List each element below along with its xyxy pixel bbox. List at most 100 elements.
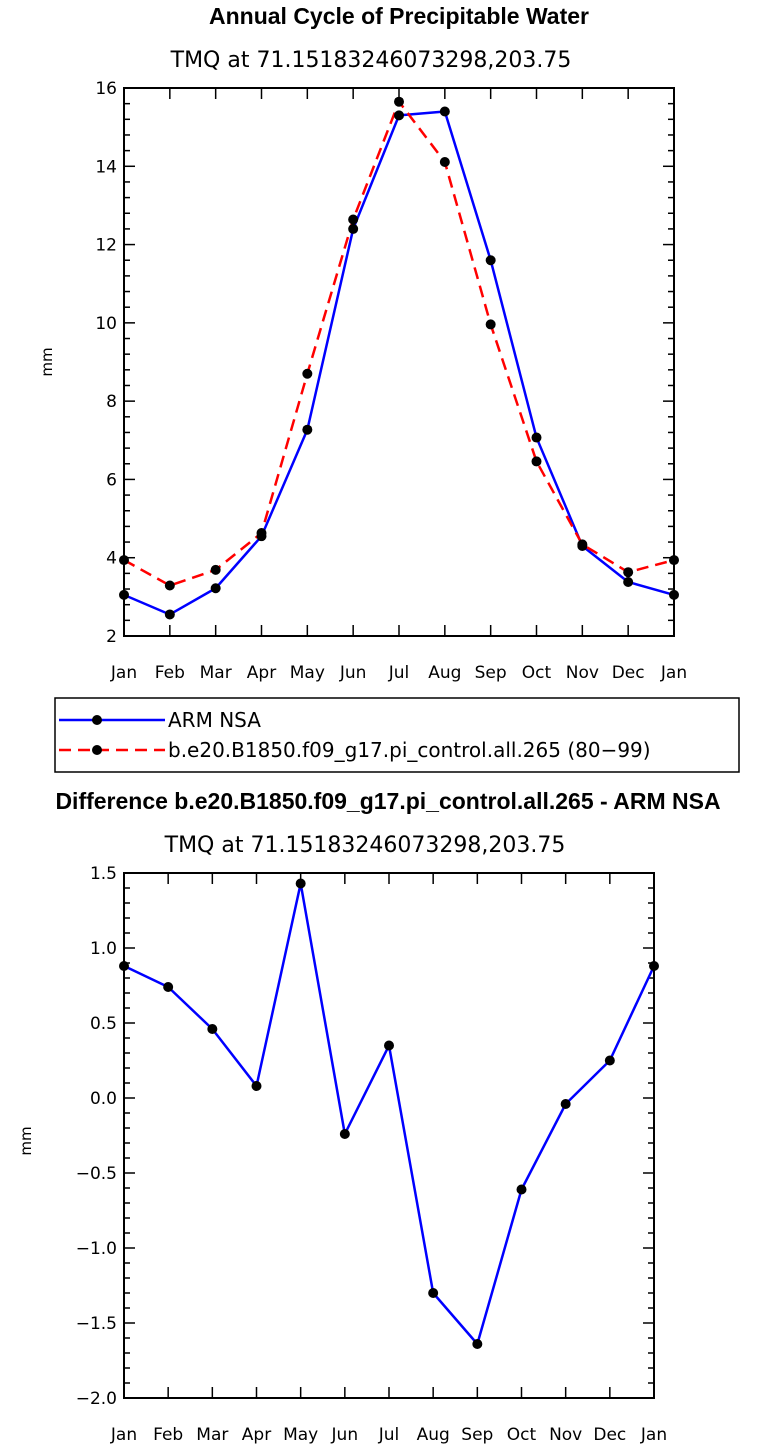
legend: ARM NSA b.e20.B1850.f09_g17.pi_control.a… bbox=[54, 697, 740, 773]
data-point-0 bbox=[339, 1129, 350, 1139]
y-axis-label: mm bbox=[17, 1126, 35, 1155]
legend-entry-arm-nsa: ARM NSA bbox=[59, 708, 261, 732]
x-tick-label: Jan bbox=[660, 663, 687, 683]
chart-title: Difference b.e20.B1850.f09_g17.pi_contro… bbox=[55, 788, 720, 814]
data-point-0 bbox=[531, 432, 542, 443]
data-point-1 bbox=[623, 567, 634, 578]
data-point-0 bbox=[394, 110, 404, 121]
x-tick-label: Jan bbox=[110, 663, 137, 683]
plot-frame bbox=[123, 872, 655, 1399]
data-point-0 bbox=[472, 1339, 483, 1349]
data-point-0 bbox=[516, 1184, 527, 1195]
x-tick-label: Dec bbox=[612, 663, 645, 683]
data-point-1 bbox=[577, 539, 588, 550]
difference-chart: Difference b.e20.B1850.f09_g17.pi_contro… bbox=[17, 788, 721, 1445]
data-point-0 bbox=[119, 589, 129, 600]
legend-entry-model: b.e20.B1850.f09_g17.pi_control.all.265 (… bbox=[59, 738, 651, 762]
data-point-0 bbox=[439, 106, 450, 117]
x-tick-label: May bbox=[290, 663, 325, 683]
legend-marker-model bbox=[92, 745, 102, 755]
chart-title: Annual Cycle of Precipitable Water bbox=[209, 3, 589, 29]
x-tick-label: Jun bbox=[331, 1425, 359, 1445]
chart-subtitle: TMQ at 71.15183246073298,203.75 bbox=[164, 833, 566, 858]
y-tick-label: 16 bbox=[95, 79, 117, 99]
data-point-0 bbox=[560, 1099, 571, 1109]
data-point-1 bbox=[256, 528, 267, 539]
data-point-1 bbox=[348, 214, 359, 225]
chart-subtitle: TMQ at 71.15183246073298,203.75 bbox=[170, 48, 572, 73]
data-point-1 bbox=[669, 555, 679, 566]
y-tick-label: 10 bbox=[95, 314, 117, 334]
data-point-0 bbox=[207, 1024, 218, 1034]
y-tick-label: 0.5 bbox=[90, 1014, 117, 1034]
x-tick-label: Feb bbox=[155, 663, 185, 683]
data-point-0 bbox=[384, 1040, 394, 1051]
data-point-1 bbox=[439, 156, 450, 167]
x-tick-label: Mar bbox=[196, 1425, 228, 1445]
y-tick-label: 1.5 bbox=[90, 864, 117, 884]
data-point-0 bbox=[163, 982, 174, 992]
y-tick-label: −1.5 bbox=[76, 1314, 117, 1334]
y-tick-label: 6 bbox=[106, 470, 117, 490]
data-point-1 bbox=[164, 580, 175, 591]
x-tick-label: Oct bbox=[507, 1425, 537, 1445]
x-tick-label: Dec bbox=[593, 1425, 626, 1445]
data-point-0 bbox=[485, 255, 496, 266]
y-tick-label: 12 bbox=[95, 236, 117, 256]
data-point-1 bbox=[210, 564, 221, 575]
y-axis-label: mm bbox=[38, 347, 56, 376]
legend-label-model: b.e20.B1850.f09_g17.pi_control.all.265 (… bbox=[168, 738, 651, 762]
x-tick-label: May bbox=[283, 1425, 318, 1445]
x-tick-label: Sep bbox=[475, 663, 507, 683]
x-tick-label: Apr bbox=[247, 663, 276, 683]
y-tick-label: 14 bbox=[95, 157, 117, 177]
data-point-0 bbox=[164, 609, 175, 620]
x-tick-label: Apr bbox=[242, 1425, 271, 1445]
data-point-0 bbox=[649, 961, 659, 971]
data-point-0 bbox=[669, 589, 679, 600]
y-tick-label: −2.0 bbox=[76, 1389, 117, 1409]
legend-marker-arm-nsa bbox=[92, 715, 102, 725]
data-point-0 bbox=[302, 424, 313, 435]
data-point-0 bbox=[428, 1288, 439, 1298]
annual-cycle-chart: Annual Cycle of Precipitable Water TMQ a… bbox=[38, 3, 687, 683]
data-point-0 bbox=[251, 1081, 262, 1091]
x-tick-label: Mar bbox=[200, 663, 232, 683]
x-tick-label: Sep bbox=[461, 1425, 493, 1445]
data-point-0 bbox=[348, 223, 359, 234]
data-point-1 bbox=[302, 368, 313, 379]
data-point-1 bbox=[531, 456, 542, 467]
x-tick-label: Aug bbox=[428, 663, 461, 683]
y-tick-label: 1.0 bbox=[90, 939, 117, 959]
legend-box bbox=[54, 697, 740, 773]
x-tick-label: Oct bbox=[522, 663, 552, 683]
y-tick-label: −1.0 bbox=[76, 1239, 117, 1259]
data-point-1 bbox=[119, 555, 129, 566]
x-tick-label: Aug bbox=[417, 1425, 450, 1445]
data-point-0 bbox=[604, 1055, 615, 1066]
y-tick-label: 0.0 bbox=[90, 1089, 117, 1109]
x-tick-label: Nov bbox=[566, 663, 599, 683]
data-point-0 bbox=[295, 878, 306, 889]
data-point-1 bbox=[485, 319, 496, 330]
x-tick-label: Jul bbox=[378, 1425, 400, 1445]
data-point-0 bbox=[210, 583, 221, 594]
series-line-1 bbox=[123, 100, 675, 587]
x-tick-label: Jan bbox=[110, 1425, 137, 1445]
legend-label-arm-nsa: ARM NSA bbox=[168, 708, 261, 732]
x-tick-label: Jan bbox=[640, 1425, 667, 1445]
y-tick-label: 4 bbox=[106, 549, 117, 569]
y-tick-label: −0.5 bbox=[76, 1164, 117, 1184]
series-line-0 bbox=[123, 110, 675, 616]
data-point-1 bbox=[394, 96, 404, 107]
data-point-0 bbox=[119, 961, 129, 971]
x-tick-label: Nov bbox=[549, 1425, 582, 1445]
data-point-0 bbox=[623, 576, 634, 587]
y-tick-label: 2 bbox=[106, 627, 117, 647]
series-line-0 bbox=[123, 882, 656, 1346]
x-tick-label: Jun bbox=[339, 663, 367, 683]
y-tick-label: 8 bbox=[106, 392, 117, 412]
x-tick-label: Jul bbox=[388, 663, 410, 683]
x-tick-label: Feb bbox=[153, 1425, 183, 1445]
